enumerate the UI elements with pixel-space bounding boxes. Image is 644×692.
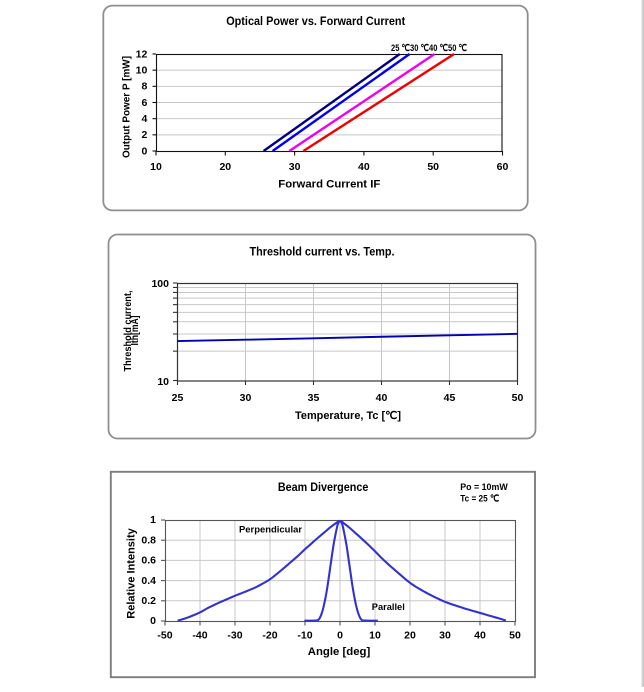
svg-text:Ith[mA]: Ith[mA] [129, 316, 141, 346]
svg-text:-30: -30 [227, 630, 242, 642]
svg-text:40: 40 [358, 161, 370, 173]
svg-text:-40: -40 [192, 630, 207, 642]
svg-text:-50: -50 [157, 630, 172, 642]
svg-text:30: 30 [439, 630, 451, 642]
svg-text:0.4: 0.4 [141, 575, 156, 587]
svg-text:30: 30 [289, 161, 301, 173]
svg-text:10: 10 [157, 376, 169, 388]
svg-text:0.2: 0.2 [141, 595, 156, 607]
svg-text:Beam Divergence: Beam Divergence [278, 482, 369, 494]
svg-text:20: 20 [404, 630, 416, 642]
svg-text:8: 8 [141, 81, 147, 93]
svg-text:2: 2 [141, 129, 147, 141]
svg-text:25 ℃30 ℃40 ℃50 ℃: 25 ℃30 ℃40 ℃50 ℃ [391, 43, 467, 54]
svg-text:-20: -20 [262, 630, 277, 642]
svg-text:Forward Current IF: Forward Current IF [278, 179, 380, 191]
svg-text:20: 20 [219, 161, 231, 173]
svg-text:12: 12 [136, 48, 148, 60]
svg-text:Angle [deg]: Angle [deg] [308, 646, 371, 658]
svg-text:30: 30 [240, 392, 252, 404]
svg-text:Po = 10mW: Po = 10mW [460, 482, 508, 493]
svg-text:0.8: 0.8 [141, 534, 156, 546]
svg-text:Threshold current vs. Temp.: Threshold current vs. Temp. [250, 246, 395, 258]
svg-text:Perpendicular: Perpendicular [239, 525, 302, 536]
svg-text:0: 0 [141, 145, 147, 157]
svg-text:35: 35 [308, 392, 320, 404]
svg-text:40: 40 [376, 392, 388, 404]
svg-text:Temperature, Tc [℃]: Temperature, Tc [℃] [295, 410, 401, 422]
svg-text:25: 25 [172, 392, 184, 404]
svg-text:60: 60 [497, 161, 509, 173]
svg-text:6: 6 [141, 97, 147, 109]
svg-text:4: 4 [141, 113, 147, 125]
svg-text:0: 0 [337, 630, 343, 642]
svg-text:50: 50 [512, 392, 524, 404]
svg-text:10: 10 [369, 630, 381, 642]
svg-text:50: 50 [427, 161, 439, 173]
svg-text:Threshold current,: Threshold current, [122, 290, 134, 371]
svg-text:Output Power P [mW]: Output Power P [mW] [121, 56, 133, 158]
svg-text:10: 10 [136, 64, 148, 76]
svg-text:45: 45 [444, 392, 456, 404]
svg-text:10: 10 [150, 161, 162, 173]
svg-text:Optical Power vs. Forward Curr: Optical Power vs. Forward Current [226, 16, 405, 28]
svg-text:1: 1 [150, 514, 156, 526]
svg-text:50: 50 [509, 630, 521, 642]
svg-text:100: 100 [151, 278, 169, 290]
svg-text:0.6: 0.6 [141, 555, 156, 567]
svg-text:Parallel: Parallel [372, 602, 405, 613]
svg-text:Relative Intensity: Relative Intensity [126, 527, 138, 618]
svg-text:-10: -10 [297, 630, 312, 642]
svg-text:40: 40 [474, 630, 486, 642]
svg-text:Tc = 25 ℃: Tc = 25 ℃ [460, 494, 499, 505]
svg-text:0: 0 [150, 615, 156, 627]
